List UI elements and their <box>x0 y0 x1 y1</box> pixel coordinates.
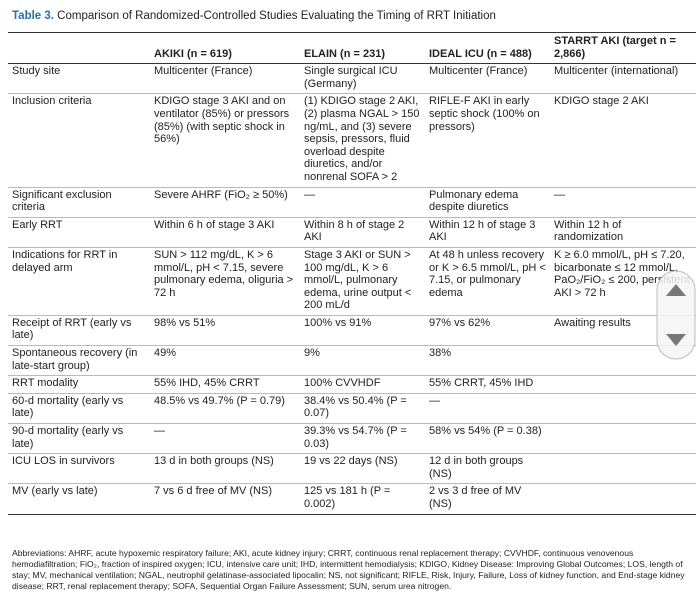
table-cell: Pulmonary edema despite diuretics <box>425 187 550 218</box>
table-row: MV (early vs late) 7 vs 6 d free of MV (N… <box>8 483 696 515</box>
table-cell: 97% vs 62% <box>425 315 550 347</box>
table-cell: At 48 h unless recovery or K > 6.5 mmol/… <box>425 247 550 316</box>
table-cell: Within 12 h of stage 3 AKI <box>425 217 550 248</box>
table-cell: 39.3% vs 54.7% (P = 0.03) <box>300 423 425 455</box>
table-row: Inclusion criteria KDIGO stage 3 AKI and … <box>8 93 696 188</box>
table-cell: 98% vs 51% <box>150 315 300 347</box>
table-cell: 13 d in both groups (NS) <box>150 453 300 485</box>
table-cell: 38% <box>425 345 550 377</box>
table-cell: 100% vs 91% <box>300 315 425 347</box>
table-cell: 58% vs 54% (P = 0.38) <box>425 423 550 455</box>
corner-cell <box>8 31 150 65</box>
header-row: AKIKI (n = 619) ELAIN (n = 231) IDEAL ICU … <box>8 31 696 65</box>
table-cell: 2 vs 3 d free of MV (NS) <box>425 483 550 515</box>
table-cell <box>550 423 696 455</box>
table-cell: Single surgical ICU (Germany) <box>300 63 425 95</box>
table-cell: SUN > 112 mg/dL, K > 6 mmol/L, pH < 7.15… <box>150 247 300 316</box>
row-label: Significant exclusion criteria <box>8 187 150 218</box>
table-cell: 12 d in both groups (NS) <box>425 453 550 485</box>
table-cell: KDIGO stage 3 AKI and on ventilator (85%… <box>150 93 300 188</box>
table-cell: 55% CRRT, 45% IHD <box>425 375 550 394</box>
table-row: Significant exclusion criteria Severe AHR… <box>8 187 696 218</box>
table-cell: Stage 3 AKI or SUN > 100 mg/dL, K > 6 mm… <box>300 247 425 316</box>
column-header: AKIKI (n = 619) <box>150 31 300 65</box>
table-cell <box>550 453 696 485</box>
title-text: Comparison of Randomized-Controlled Stud… <box>57 10 496 22</box>
row-label: Spontaneous recovery (in late-start grou… <box>8 345 150 377</box>
table-cell: — <box>300 187 425 218</box>
table-cell: 125 vs 181 h (P = 0.002) <box>300 483 425 515</box>
table-cell: — <box>425 393 550 425</box>
table-cell: 19 vs 22 days (NS) <box>300 453 425 485</box>
row-label: Inclusion criteria <box>8 93 150 188</box>
table-cell <box>550 483 696 515</box>
table-cell: Multicenter (international) <box>550 63 696 95</box>
table-label: Table 3. <box>12 10 54 22</box>
table-cell: Multicenter (France) <box>425 63 550 95</box>
table-title: Table 3. Comparison of Randomized-Contro… <box>12 10 496 22</box>
table-cell: — <box>550 187 696 218</box>
table-cell: 48.5% vs 49.7% (P = 0.79) <box>150 393 300 425</box>
table-cell <box>550 393 696 425</box>
comparison-table: AKIKI (n = 619) ELAIN (n = 231) IDEAL ICU … <box>8 31 696 515</box>
scroll-widget[interactable] <box>656 270 696 360</box>
table-cell: 55% IHD, 45% CRRT <box>150 375 300 394</box>
table-cell <box>550 375 696 394</box>
table-cell: 38.4% vs 50.4% (P = 0.07) <box>300 393 425 425</box>
table-cell: Multicenter (France) <box>150 63 300 95</box>
table-cell: Severe AHRF (FiO₂ ≥ 50%) <box>150 187 300 218</box>
row-label: 90-d mortality (early vs late) <box>8 423 150 455</box>
table-cell: Within 12 h of randomization <box>550 217 696 248</box>
table-cell: 9% <box>300 345 425 377</box>
table-row: Early RRT Within 6 h of stage 3 AKI Within… <box>8 217 696 248</box>
row-label: ICU LOS in survivors <box>8 453 150 485</box>
table-row: Spontaneous recovery (in late-start grou… <box>8 345 696 377</box>
table-row: 90-d mortality (early vs late) —39.3% vs … <box>8 423 696 455</box>
table-row: ICU LOS in survivors 13 d in both groups … <box>8 453 696 485</box>
table-cell: 7 vs 6 d free of MV (NS) <box>150 483 300 515</box>
table-row: RRT modality 55% IHD, 45% CRRT 100% CVVHDF… <box>8 375 696 394</box>
table-cell: Within 8 h of stage 2 AKI <box>300 217 425 248</box>
column-header: STARRT AKI (target n = 2,866) <box>550 31 696 65</box>
table-cell: KDIGO stage 2 AKI <box>550 93 696 188</box>
table-cell: (1) KDIGO stage 2 AKI, (2) plasma NGAL >… <box>300 93 425 188</box>
table-cell: RIFLE-F AKI in early septic shock (100% … <box>425 93 550 188</box>
table-row: Receipt of RRT (early vs late) 98% vs 51%… <box>8 315 696 347</box>
footnote: Abbreviations: AHRF, acute hypoxemic res… <box>12 548 685 591</box>
row-label: MV (early vs late) <box>8 483 150 515</box>
row-label: Receipt of RRT (early vs late) <box>8 315 150 347</box>
column-header: ELAIN (n = 231) <box>300 31 425 65</box>
row-label: 60-d mortality (early vs late) <box>8 393 150 425</box>
table-cell: — <box>150 423 300 455</box>
table-cell: 49% <box>150 345 300 377</box>
row-label: RRT modality <box>8 375 150 394</box>
table-row: Indications for RRT in delayed arm SUN > … <box>8 247 696 316</box>
table-row: Study site Multicenter (France) Single sur… <box>8 63 696 95</box>
column-header: IDEAL ICU (n = 488) <box>425 31 550 65</box>
row-label: Study site <box>8 63 150 95</box>
table-cell: Within 6 h of stage 3 AKI <box>150 217 300 248</box>
table-row: 60-d mortality (early vs late) 48.5% vs 4… <box>8 393 696 425</box>
row-label: Indications for RRT in delayed arm <box>8 247 150 316</box>
row-label: Early RRT <box>8 217 150 248</box>
table-cell: 100% CVVHDF <box>300 375 425 394</box>
